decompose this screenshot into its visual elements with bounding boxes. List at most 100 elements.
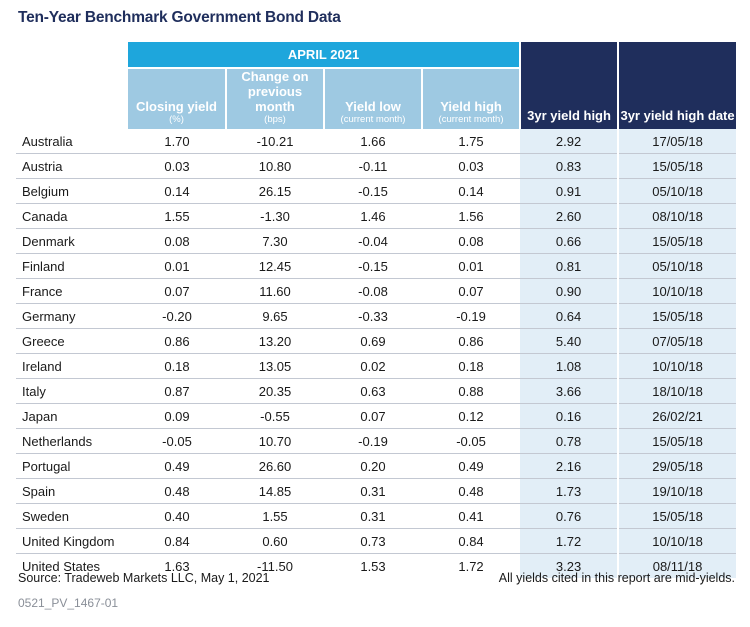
cell-3yr-yield-high: 3.66 <box>520 378 620 404</box>
cell-country: Italy <box>16 378 128 404</box>
table-row: Denmark 0.08 7.30 -0.04 0.08 0.66 15/05/18 <box>16 228 737 254</box>
cell-yield-high: 1.75 <box>422 129 521 154</box>
table-row: Greece 0.86 13.20 0.69 0.86 5.40 07/05/18 <box>16 328 737 354</box>
cell-yield-low: -0.11 <box>324 153 422 179</box>
table-row: Germany -0.20 9.65 -0.33 -0.19 0.64 15/05/18 <box>16 303 737 329</box>
cell-change: 10.70 <box>226 428 324 454</box>
cell-3yr-yield-high-date: 05/10/18 <box>618 178 737 204</box>
cell-closing-yield: 0.84 <box>128 528 226 554</box>
cell-3yr-yield-high: 2.92 <box>520 129 620 154</box>
cell-change: 13.05 <box>226 353 324 379</box>
bond-data-table: APRIL 2021 3yr yield high 3yr yield high… <box>16 42 737 578</box>
cell-yield-low: 0.02 <box>324 353 422 379</box>
cell-3yr-yield-high: 0.78 <box>520 428 620 454</box>
cell-yield-low: 0.31 <box>324 478 422 504</box>
table-row: Canada 1.55 -1.30 1.46 1.56 2.60 08/10/18 <box>16 203 737 229</box>
cell-yield-low: 1.46 <box>324 203 422 229</box>
cell-country: Germany <box>16 303 128 329</box>
cell-closing-yield: -0.20 <box>128 303 226 329</box>
cell-3yr-yield-high-date: 08/10/18 <box>618 203 737 229</box>
cell-yield-high: 0.48 <box>422 478 521 504</box>
table-row: Austria 0.03 10.80 -0.11 0.03 0.83 15/05/18 <box>16 153 737 179</box>
cell-3yr-yield-high: 1.08 <box>520 353 620 379</box>
cell-closing-yield: 0.07 <box>128 278 226 304</box>
cell-closing-yield: 0.49 <box>128 453 226 479</box>
header-corner <box>16 42 128 68</box>
cell-yield-low: 0.07 <box>324 403 422 429</box>
cell-3yr-yield-high-date: 15/05/18 <box>618 303 737 329</box>
cell-yield-high: 0.86 <box>422 328 521 354</box>
cell-3yr-yield-high-date: 08/11/18 <box>618 553 737 578</box>
cell-yield-low: 0.69 <box>324 328 422 354</box>
cell-change: 10.80 <box>226 153 324 179</box>
cell-closing-yield: 0.03 <box>128 153 226 179</box>
cell-country: Belgium <box>16 178 128 204</box>
table-row: Portugal 0.49 26.60 0.20 0.49 2.16 29/05/18 <box>16 453 737 479</box>
cell-3yr-yield-high-date: 15/05/18 <box>618 153 737 179</box>
cell-country: Canada <box>16 203 128 229</box>
cell-country: Denmark <box>16 228 128 254</box>
cell-3yr-yield-high: 0.66 <box>520 228 620 254</box>
cell-3yr-yield-high-date: 07/05/18 <box>618 328 737 354</box>
cell-3yr-yield-high: 2.60 <box>520 203 620 229</box>
table-row: Australia 1.70 -10.21 1.66 1.75 2.92 17/05/18 <box>16 129 737 154</box>
cell-3yr-yield-high: 0.16 <box>520 403 620 429</box>
table-row: Spain 0.48 14.85 0.31 0.48 1.73 19/10/18 <box>16 478 737 504</box>
table-row: France 0.07 11.60 -0.08 0.07 0.90 10/10/18 <box>16 278 737 304</box>
table-row: Japan 0.09 -0.55 0.07 0.12 0.16 26/02/21 <box>16 403 737 429</box>
cell-change: 12.45 <box>226 253 324 279</box>
cell-yield-low: 0.20 <box>324 453 422 479</box>
cell-country: Netherlands <box>16 428 128 454</box>
cell-change: 26.15 <box>226 178 324 204</box>
cell-3yr-yield-high-date: 17/05/18 <box>618 129 737 154</box>
cell-change: 1.55 <box>226 503 324 529</box>
cell-3yr-yield-high: 0.91 <box>520 178 620 204</box>
cell-yield-low: 1.53 <box>360 558 386 574</box>
cell-3yr-yield-high-date: 29/05/18 <box>618 453 737 479</box>
cell-change: -11.50 <box>257 558 293 574</box>
cell-country: United States <box>22 558 101 574</box>
cell-closing-yield: 1.70 <box>128 129 226 154</box>
cell-yield-high: 0.88 <box>422 378 521 404</box>
cell-yield-high: 0.49 <box>422 453 521 479</box>
document-code: 0521_PV_1467-01 <box>18 596 119 610</box>
cell-3yr-yield-high-date: 10/10/18 <box>618 528 737 554</box>
source-note: Source: Tradeweb Markets LLC, May 1, 202… <box>18 571 270 585</box>
cell-3yr-yield-high: 0.76 <box>520 503 620 529</box>
cell-country: Australia <box>16 129 128 154</box>
header-closing-yield: Closing yield (%) <box>128 67 227 129</box>
cell-3yr-yield-high: 0.83 <box>520 153 620 179</box>
cell-country: Spain <box>16 478 128 504</box>
cell-yield-high: 1.56 <box>422 203 521 229</box>
table-row: Netherlands -0.05 10.70 -0.19 -0.05 0.78 15/05… <box>16 428 737 454</box>
table-row: United Kingdom 0.84 0.60 0.73 0.84 1.72 10/10/… <box>16 528 737 554</box>
cell-change: 26.60 <box>226 453 324 479</box>
table-body: Australia 1.70 -10.21 1.66 1.75 2.92 17/05/18 A… <box>16 129 737 578</box>
cell-yield-low: 0.63 <box>324 378 422 404</box>
header-3yr-yield-high-date: 3yr yield high date <box>618 42 737 129</box>
cell-change: -0.55 <box>226 403 324 429</box>
cell-3yr-yield-high-date: 15/05/18 <box>618 228 737 254</box>
cell-yield-low: -0.19 <box>324 428 422 454</box>
header-yield-high-label: Yield high <box>440 99 502 114</box>
header-yield-low-note: (current month) <box>340 114 406 125</box>
cell-closing-yield: 1.55 <box>128 203 226 229</box>
cell-closing-yield: 0.48 <box>128 478 226 504</box>
header-yield-high-note: (current month) <box>438 114 504 125</box>
cell-closing-yield: 0.18 <box>128 353 226 379</box>
cell-yield-high: 0.84 <box>422 528 521 554</box>
header-change: Change on previous month (bps) <box>226 67 325 129</box>
header-change-label: Change on previous month <box>241 69 309 114</box>
cell-closing-yield: 1.63 <box>164 558 190 574</box>
cell-change: 20.35 <box>226 378 324 404</box>
cell-yield-high: 0.41 <box>422 503 521 529</box>
cell-change: 7.30 <box>226 228 324 254</box>
cell-3yr-yield-high: 3.23 <box>520 553 620 578</box>
cell-change: 13.20 <box>226 328 324 354</box>
cell-3yr-yield-high: 0.81 <box>520 253 620 279</box>
cell-change: 14.85 <box>226 478 324 504</box>
header-3yr-yield-high: 3yr yield high <box>520 42 620 129</box>
yield-footnote: All yields cited in this report are mid-… <box>498 571 735 585</box>
cell-closing-yield: 0.09 <box>128 403 226 429</box>
table-row: Belgium 0.14 26.15 -0.15 0.14 0.91 05/10/18 <box>16 178 737 204</box>
